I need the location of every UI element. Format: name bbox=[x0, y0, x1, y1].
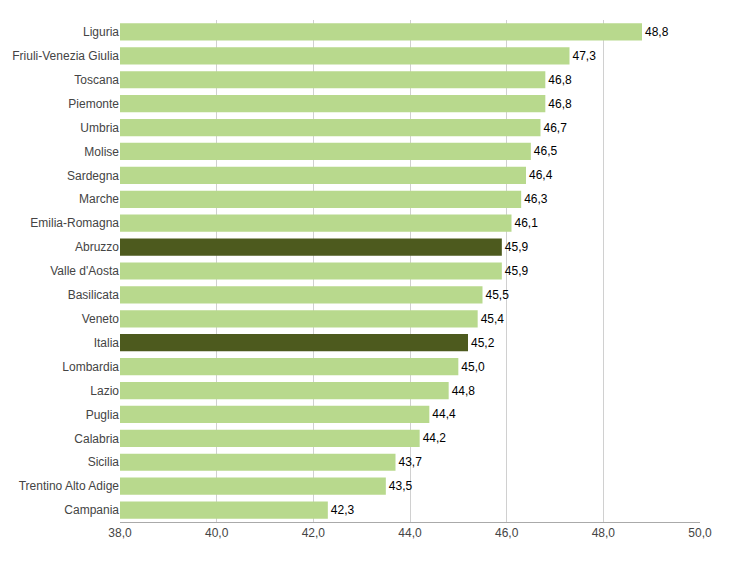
svg-text:Liguria: Liguria bbox=[83, 25, 119, 39]
svg-text:Sicilia: Sicilia bbox=[88, 455, 120, 469]
svg-text:46,1: 46,1 bbox=[515, 216, 539, 230]
svg-text:44,4: 44,4 bbox=[432, 407, 456, 421]
svg-text:Calabria: Calabria bbox=[74, 432, 119, 446]
svg-text:Friuli-Venezia Giulia: Friuli-Venezia Giulia bbox=[12, 49, 119, 63]
svg-text:45,4: 45,4 bbox=[481, 312, 505, 326]
svg-text:46,5: 46,5 bbox=[534, 144, 558, 158]
svg-text:40,0: 40,0 bbox=[205, 526, 229, 540]
svg-text:46,0: 46,0 bbox=[495, 526, 519, 540]
svg-text:45,9: 45,9 bbox=[505, 240, 529, 254]
svg-text:43,5: 43,5 bbox=[389, 479, 413, 493]
svg-text:43,7: 43,7 bbox=[399, 455, 423, 469]
svg-text:Emilia-Romagna: Emilia-Romagna bbox=[30, 216, 119, 230]
svg-text:45,5: 45,5 bbox=[486, 288, 510, 302]
svg-text:Lombardia: Lombardia bbox=[62, 360, 119, 374]
svg-text:Abruzzo: Abruzzo bbox=[75, 240, 119, 254]
svg-text:45,9: 45,9 bbox=[505, 264, 529, 278]
svg-text:Valle d'Aosta: Valle d'Aosta bbox=[50, 264, 119, 278]
svg-text:Toscana: Toscana bbox=[74, 73, 119, 87]
svg-text:45,0: 45,0 bbox=[461, 360, 485, 374]
svg-text:Trentino Alto Adige: Trentino Alto Adige bbox=[19, 479, 120, 493]
svg-text:44,8: 44,8 bbox=[452, 384, 476, 398]
svg-text:Sardegna: Sardegna bbox=[67, 169, 119, 183]
svg-text:50,0: 50,0 bbox=[688, 526, 712, 540]
svg-text:Lazio: Lazio bbox=[90, 384, 119, 398]
svg-text:48,8: 48,8 bbox=[645, 25, 669, 39]
svg-text:44,0: 44,0 bbox=[398, 526, 422, 540]
svg-text:46,7: 46,7 bbox=[544, 121, 568, 135]
svg-text:Basilicata: Basilicata bbox=[68, 288, 120, 302]
svg-text:Molise: Molise bbox=[84, 145, 119, 159]
svg-text:Campania: Campania bbox=[64, 503, 119, 517]
svg-text:Veneto: Veneto bbox=[82, 312, 120, 326]
svg-text:Italia: Italia bbox=[94, 336, 120, 350]
svg-text:42,0: 42,0 bbox=[302, 526, 326, 540]
svg-text:45,2: 45,2 bbox=[471, 336, 495, 350]
svg-text:Marche: Marche bbox=[79, 192, 119, 206]
svg-text:46,4: 46,4 bbox=[529, 168, 553, 182]
svg-text:Piemonte: Piemonte bbox=[68, 97, 119, 111]
svg-text:Puglia: Puglia bbox=[86, 408, 120, 422]
svg-text:46,3: 46,3 bbox=[524, 192, 548, 206]
svg-text:44,2: 44,2 bbox=[423, 431, 447, 445]
svg-text:Umbria: Umbria bbox=[80, 121, 119, 135]
svg-text:46,8: 46,8 bbox=[548, 73, 572, 87]
svg-text:38,0: 38,0 bbox=[108, 526, 132, 540]
svg-text:48,0: 48,0 bbox=[592, 526, 616, 540]
svg-text:47,3: 47,3 bbox=[573, 49, 597, 63]
svg-text:46,8: 46,8 bbox=[548, 97, 572, 111]
svg-text:42,3: 42,3 bbox=[331, 503, 355, 517]
